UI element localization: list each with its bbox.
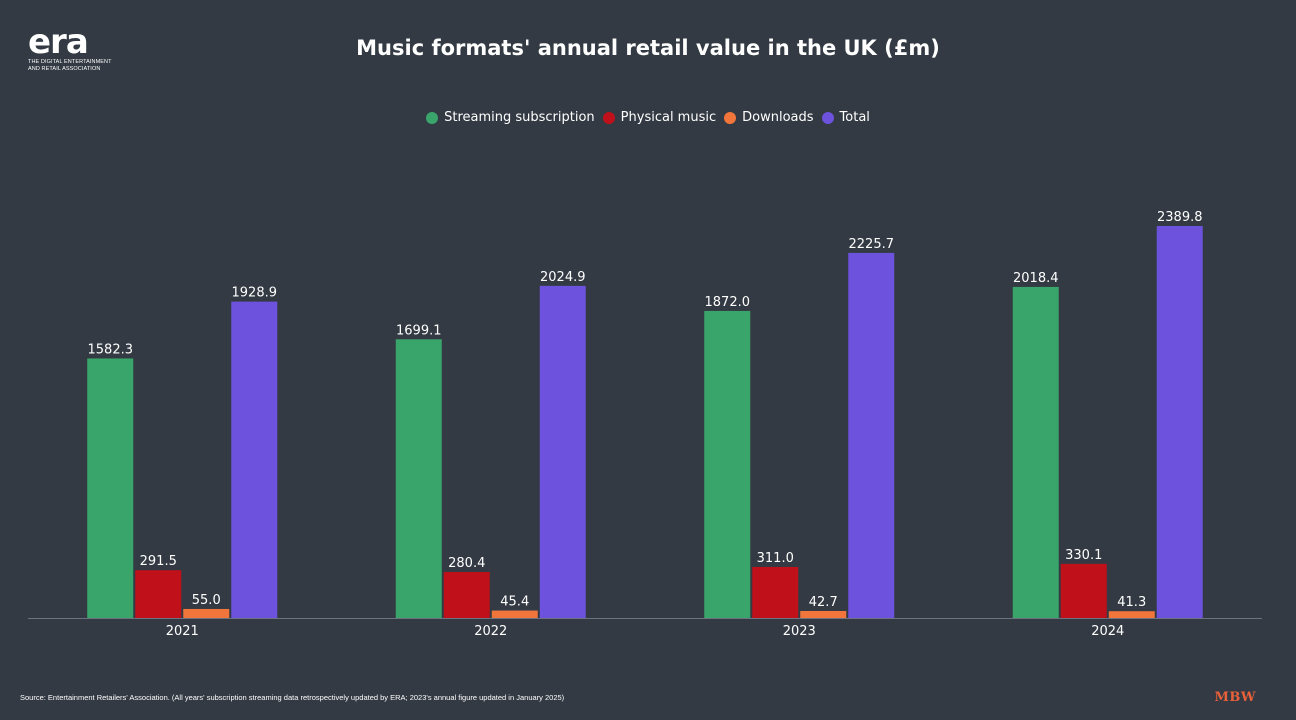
chart-legend: Streaming subscription Physical music Do… bbox=[0, 110, 1296, 125]
bar-downloads-2023 bbox=[800, 610, 847, 618]
bar-physical-music-2022 bbox=[443, 572, 490, 618]
data-label-total-2022: 2024.9 bbox=[540, 270, 586, 285]
bar-streaming-subscription-2022 bbox=[395, 339, 442, 618]
data-label-streaming-subscription-2023: 1872.0 bbox=[705, 295, 751, 310]
legend-label-physical: Physical music bbox=[620, 110, 717, 125]
chart-title: Music formats' annual retail value in th… bbox=[356, 36, 940, 60]
data-label-downloads-2024: 41.3 bbox=[1117, 595, 1146, 610]
data-label-streaming-subscription-2021: 1582.3 bbox=[88, 342, 134, 357]
legend-item-total[interactable]: Total bbox=[821, 110, 870, 125]
data-label-physical-music-2023: 311.0 bbox=[757, 551, 794, 566]
bar-physical-music-2024 bbox=[1060, 563, 1107, 618]
x-tick-label-2023: 2023 bbox=[783, 624, 816, 639]
legend-label-downloads: Downloads bbox=[742, 110, 814, 125]
data-label-physical-music-2024: 330.1 bbox=[1065, 548, 1102, 563]
bar-downloads-2021 bbox=[183, 608, 230, 618]
data-label-total-2024: 2389.8 bbox=[1157, 210, 1203, 225]
bar-physical-music-2023 bbox=[752, 566, 799, 618]
data-label-total-2021: 1928.9 bbox=[232, 286, 278, 301]
legend-marker-physical bbox=[602, 111, 615, 124]
data-label-total-2023: 2225.7 bbox=[849, 237, 895, 252]
legend-item-physical[interactable]: Physical music bbox=[602, 110, 717, 125]
data-label-physical-music-2021: 291.5 bbox=[140, 554, 177, 569]
bar-total-2024 bbox=[1156, 226, 1203, 618]
era-logo: era THE DIGITAL ENTERTAINMENT AND RETAIL… bbox=[28, 22, 118, 72]
x-tick-label-2022: 2022 bbox=[474, 624, 507, 639]
bar-downloads-2024 bbox=[1108, 611, 1155, 618]
bar-streaming-subscription-2024 bbox=[1012, 286, 1059, 618]
legend-marker-downloads bbox=[724, 111, 737, 124]
data-label-streaming-subscription-2024: 2018.4 bbox=[1013, 271, 1059, 286]
mbw-logo: MBW bbox=[1214, 690, 1256, 705]
era-logo-subtitle: THE DIGITAL ENTERTAINMENT AND RETAIL ASS… bbox=[28, 59, 112, 72]
legend-item-downloads[interactable]: Downloads bbox=[724, 110, 814, 125]
legend-item-streaming[interactable]: Streaming subscription bbox=[426, 110, 595, 125]
era-logo-mark: era bbox=[28, 22, 89, 62]
bar-total-2022 bbox=[539, 285, 586, 618]
data-label-downloads-2021: 55.0 bbox=[192, 593, 221, 608]
x-tick-label-2021: 2021 bbox=[166, 624, 199, 639]
source-note: Source: Entertainment Retailers' Associa… bbox=[20, 693, 565, 702]
legend-marker-streaming bbox=[426, 111, 439, 124]
data-label-downloads-2023: 42.7 bbox=[809, 595, 838, 610]
bar-downloads-2022 bbox=[491, 610, 538, 618]
x-tick-label-2024: 2024 bbox=[1091, 624, 1124, 639]
data-label-streaming-subscription-2022: 1699.1 bbox=[396, 323, 442, 338]
legend-label-streaming: Streaming subscription bbox=[444, 110, 595, 125]
legend-marker-total bbox=[821, 111, 834, 124]
bar-total-2023 bbox=[848, 252, 895, 618]
bar-physical-music-2021 bbox=[135, 570, 182, 618]
bar-total-2021 bbox=[231, 301, 278, 618]
bar-streaming-subscription-2021 bbox=[87, 358, 134, 618]
bar-streaming-subscription-2023 bbox=[704, 310, 751, 618]
legend-label-total: Total bbox=[839, 110, 870, 125]
data-label-downloads-2022: 45.4 bbox=[500, 595, 529, 610]
data-label-physical-music-2022: 280.4 bbox=[448, 556, 485, 571]
